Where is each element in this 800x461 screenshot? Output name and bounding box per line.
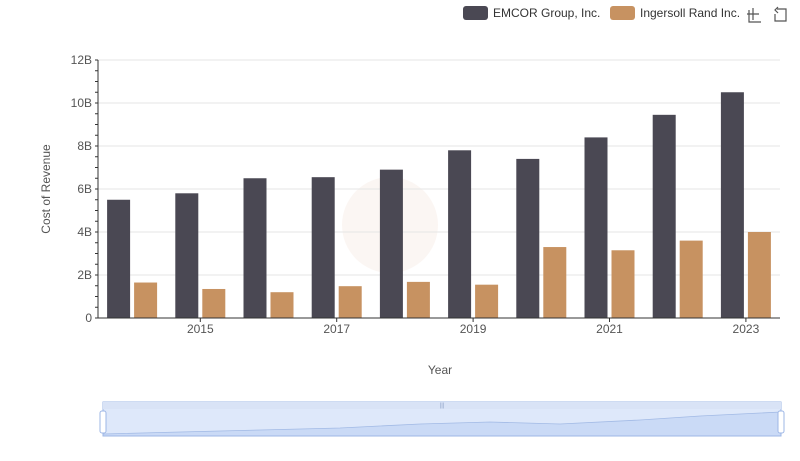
bars[interactable] (107, 92, 771, 318)
y-tick-label: 0 (85, 311, 92, 325)
bar-ingersoll-2014[interactable] (134, 282, 158, 318)
y-tick-label: 10B (71, 96, 92, 110)
bar-emcor-2021[interactable] (584, 137, 608, 318)
data-zoom-handle-left[interactable] (99, 410, 107, 434)
y-tick-label: 12B (71, 53, 92, 67)
bar-ingersoll-2015[interactable] (202, 288, 226, 318)
y-tick-label: 8B (77, 139, 92, 153)
legend-swatch-emcor[interactable] (463, 6, 488, 20)
x-tick-label: 2017 (323, 322, 350, 336)
x-axis-title: Year (428, 363, 452, 377)
zoom-select-icon[interactable] (747, 8, 761, 23)
bar-emcor-2023[interactable] (720, 92, 744, 318)
bar-ingersoll-2023[interactable] (747, 232, 771, 318)
bar-ingersoll-2020[interactable] (543, 247, 567, 318)
data-zoom-slider[interactable]: ||| (99, 401, 785, 437)
y-tick-label: 6B (77, 182, 92, 196)
bar-emcor-2017[interactable] (311, 177, 335, 318)
bar-ingersoll-2018[interactable] (406, 281, 430, 318)
x-tick-label: 2019 (460, 322, 487, 336)
x-tick-label: 2021 (596, 322, 623, 336)
y-tick-label: 4B (77, 225, 92, 239)
y-axis: 0 2B 4B 6B 8B 10B 12B (71, 53, 99, 325)
data-zoom-top-bar[interactable] (103, 402, 781, 409)
legend[interactable]: EMCOR Group, Inc. Ingersoll Rand Inc. (463, 6, 740, 20)
bar-emcor-2016[interactable] (243, 178, 267, 318)
bar-emcor-2014[interactable] (107, 199, 131, 318)
bar-emcor-2018[interactable] (379, 169, 403, 318)
bar-emcor-2020[interactable] (516, 158, 540, 318)
bar-emcor-2015[interactable] (175, 193, 199, 318)
x-tick-label: 2023 (733, 322, 760, 336)
data-zoom-handle-right[interactable] (777, 410, 785, 434)
bar-ingersoll-2022[interactable] (679, 240, 703, 318)
bar-ingersoll-2017[interactable] (338, 286, 362, 318)
grid (98, 59, 780, 276)
bar-ingersoll-2021[interactable] (611, 250, 635, 318)
y-axis-title: Cost of Revenue (39, 144, 53, 234)
legend-label-emcor[interactable]: EMCOR Group, Inc. (493, 6, 600, 20)
y-tick-label: 2B (77, 268, 92, 282)
legend-swatch-ingersoll[interactable] (610, 6, 635, 20)
bar-ingersoll-2016[interactable] (270, 292, 294, 318)
bar-emcor-2022[interactable] (652, 114, 676, 318)
bar-emcor-2019[interactable] (448, 150, 472, 318)
data-zoom-grip-icon: ||| (440, 403, 445, 409)
legend-label-ingersoll[interactable]: Ingersoll Rand Inc. (640, 6, 740, 20)
bar-ingersoll-2019[interactable] (475, 284, 499, 318)
x-axis: 2015 2017 2019 2021 2023 (98, 317, 780, 336)
restore-icon[interactable] (774, 6, 787, 22)
x-tick-label: 2015 (187, 322, 214, 336)
